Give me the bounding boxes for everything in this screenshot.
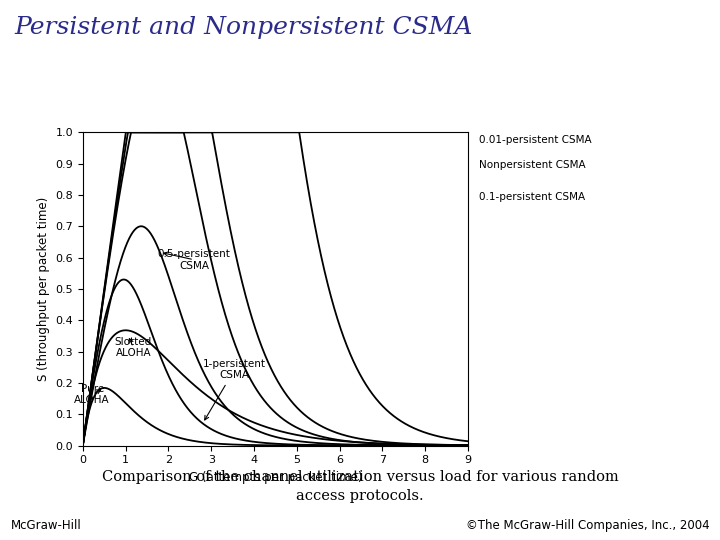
Text: McGraw-Hill: McGraw-Hill (11, 519, 81, 532)
Text: ©The McGraw-Hill Companies, Inc., 2004: ©The McGraw-Hill Companies, Inc., 2004 (466, 519, 709, 532)
X-axis label: G (attempts per packet time): G (attempts per packet time) (189, 471, 362, 484)
Text: Nonpersistent CSMA: Nonpersistent CSMA (479, 160, 585, 170)
Text: 0.01-persistent CSMA: 0.01-persistent CSMA (479, 135, 591, 145)
Text: Comparison of the channel utilization versus load for various random
access prot: Comparison of the channel utilization ve… (102, 470, 618, 503)
Text: 1-persistent
CSMA: 1-persistent CSMA (203, 359, 266, 420)
Text: 0.1-persistent CSMA: 0.1-persistent CSMA (479, 192, 585, 201)
Text: Persistent and Nonpersistent CSMA: Persistent and Nonpersistent CSMA (14, 16, 473, 39)
Text: 0.5-persistent
CSMA: 0.5-persistent CSMA (158, 249, 230, 271)
Text: Slotted
ALOHA: Slotted ALOHA (114, 336, 152, 358)
Text: Pure
ALOHA: Pure ALOHA (74, 383, 110, 405)
Y-axis label: S (throughput per packet time): S (throughput per packet time) (37, 197, 50, 381)
